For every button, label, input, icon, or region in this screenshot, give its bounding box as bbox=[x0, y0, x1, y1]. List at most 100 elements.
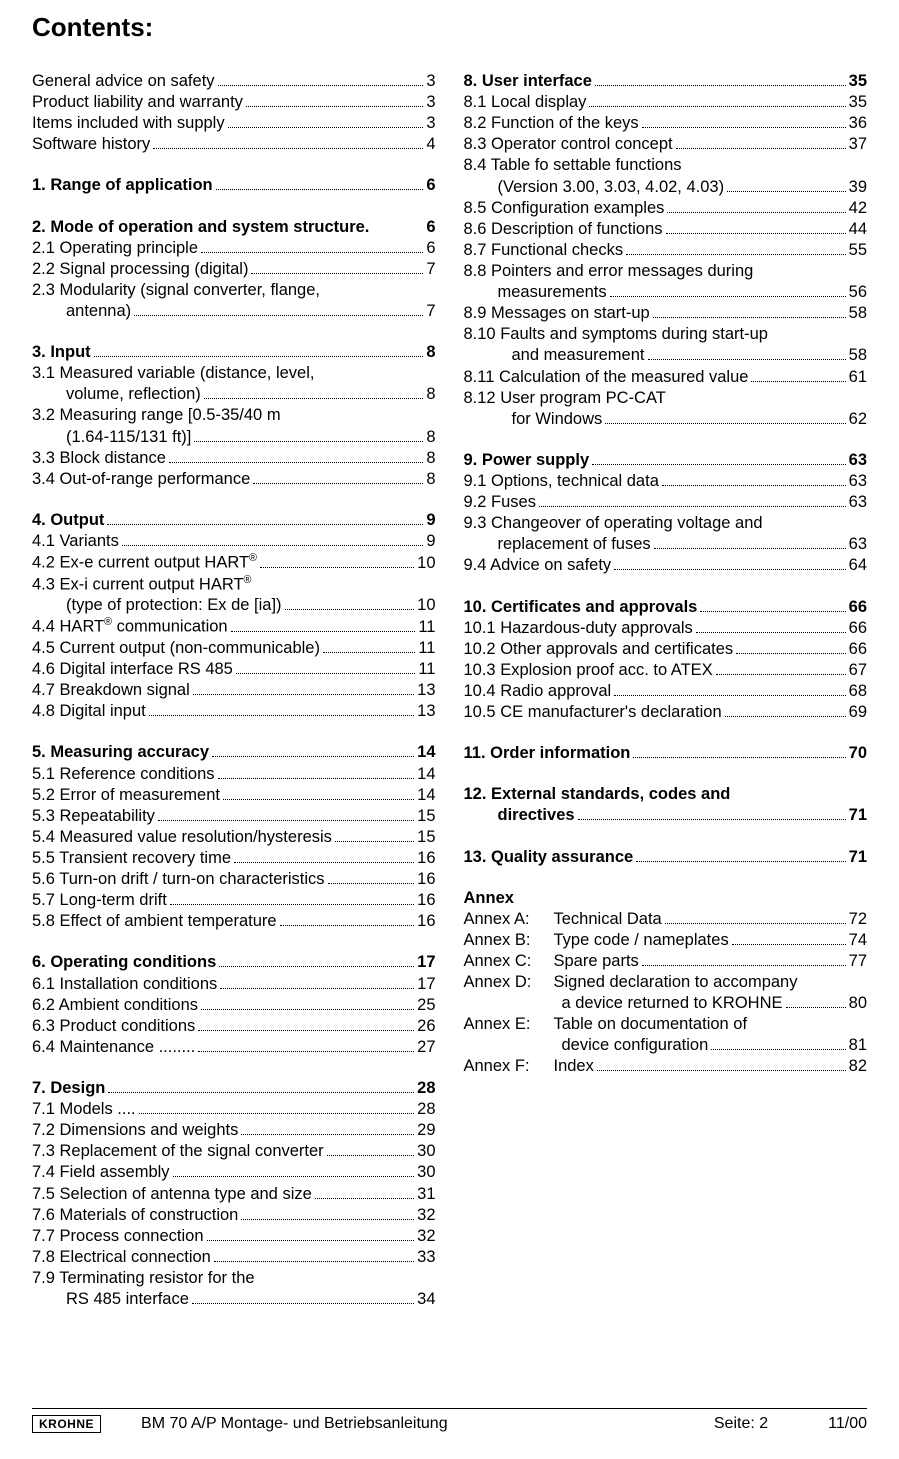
toc-entry: 8.6 Description of functions44 bbox=[464, 219, 868, 240]
toc-entry: 7.6 Materials of construction32 bbox=[32, 1205, 436, 1226]
toc-entry: 9.3 Changeover of operating voltage and bbox=[464, 513, 868, 534]
toc-entry: 10.1 Hazardous-duty approvals66 bbox=[464, 618, 868, 639]
toc-entry-page: 7 bbox=[426, 259, 435, 280]
toc-entry-page: 71 bbox=[849, 847, 867, 868]
toc-entry: 8.3 Operator control concept37 bbox=[464, 134, 868, 155]
toc-entry: 8.9 Messages on start-up58 bbox=[464, 303, 868, 324]
toc-entry: 7.1 Models ....28 bbox=[32, 1099, 436, 1120]
toc-entry-label: 5.3 Repeatability bbox=[32, 806, 155, 827]
toc-entry-page: 27 bbox=[417, 1037, 435, 1058]
toc-entry: 10.2 Other approvals and certificates66 bbox=[464, 639, 868, 660]
toc-leader-dots bbox=[216, 189, 424, 190]
toc-entry-label: 5.2 Error of measurement bbox=[32, 785, 220, 806]
toc-leader-dots bbox=[315, 1198, 414, 1199]
toc-gap bbox=[464, 764, 868, 784]
toc-entry-label: 7.5 Selection of antenna type and size bbox=[32, 1184, 312, 1205]
toc-entry-label: Software history bbox=[32, 134, 150, 155]
toc-entry-page: 3 bbox=[426, 113, 435, 134]
toc-entry-page: 32 bbox=[417, 1226, 435, 1247]
toc-entry-label: 5.1 Reference conditions bbox=[32, 764, 215, 785]
toc-entry-page: 35 bbox=[849, 71, 867, 92]
toc-leader-dots bbox=[198, 1030, 414, 1031]
toc-leader-dots bbox=[236, 673, 415, 674]
toc-entry: Product liability and warranty3 bbox=[32, 92, 436, 113]
toc-leader-dots bbox=[725, 716, 846, 717]
toc-entry-page: 14 bbox=[417, 742, 435, 763]
toc-entry-label: 7.8 Electrical connection bbox=[32, 1247, 211, 1268]
toc-entry-page: 3 bbox=[426, 92, 435, 113]
toc-leader-dots bbox=[711, 1049, 845, 1050]
toc-entry-label: 4.2 Ex-e current output HART® bbox=[32, 552, 257, 574]
toc-entry-label: 6. Operating conditions bbox=[32, 952, 216, 973]
toc-leader-dots bbox=[633, 757, 845, 758]
toc-entry-page: 25 bbox=[417, 995, 435, 1016]
toc-leader-dots bbox=[153, 148, 423, 149]
toc-leader-dots bbox=[335, 841, 414, 842]
toc-leader-dots bbox=[614, 695, 845, 696]
toc-entry: 2.1 Operating principle6 bbox=[32, 238, 436, 259]
toc-entry: 8.8 Pointers and error messages during bbox=[464, 261, 868, 282]
toc-leader-dots bbox=[654, 548, 846, 549]
toc-leader-dots bbox=[648, 359, 846, 360]
toc-entry-label: 2. Mode of operation and system structur… bbox=[32, 217, 369, 238]
toc-entry: 12. External standards, codes and bbox=[464, 784, 868, 805]
toc-entry-label: 7.6 Materials of construction bbox=[32, 1205, 238, 1226]
toc-entry-label: 5. Measuring accuracy bbox=[32, 742, 209, 763]
toc-entry-page: 10 bbox=[417, 595, 435, 616]
toc-entry: 8. User interface35 bbox=[464, 71, 868, 92]
toc-leader-dots bbox=[610, 296, 846, 297]
annex-entry: Annex F:Index82 bbox=[464, 1056, 868, 1077]
toc-leader-dots bbox=[234, 862, 414, 863]
toc-entry-label: 4.7 Breakdown signal bbox=[32, 680, 190, 701]
toc-entry: 7.3 Replacement of the signal converter3… bbox=[32, 1141, 436, 1162]
toc-entry-page: 8 bbox=[426, 342, 435, 363]
toc-entry: 2. Mode of operation and system structur… bbox=[32, 217, 436, 238]
toc-entry-label: 8.11 Calculation of the measured value bbox=[464, 367, 749, 388]
toc-entry: 5.7 Long-term drift16 bbox=[32, 890, 436, 911]
toc-gap bbox=[464, 577, 868, 597]
toc-entry-label: 9. Power supply bbox=[464, 450, 590, 471]
toc-leader-dots bbox=[653, 317, 846, 318]
toc-entry-label: directives bbox=[498, 805, 575, 826]
toc-entry: 2.2 Signal processing (digital)7 bbox=[32, 259, 436, 280]
toc-gap bbox=[32, 490, 436, 510]
toc-entry: 4.3 Ex-i current output HART® bbox=[32, 574, 436, 596]
toc-leader-dots bbox=[597, 1070, 846, 1071]
toc-entry-continuation: antenna)7 bbox=[32, 301, 436, 322]
toc-entry-label: volume, reflection) bbox=[66, 384, 201, 405]
toc-leader-dots bbox=[194, 441, 423, 442]
toc-entry-label: 9.4 Advice on safety bbox=[464, 555, 612, 576]
toc-entry-page: 37 bbox=[849, 134, 867, 155]
toc-entry-label: 4.4 HART® communication bbox=[32, 616, 228, 638]
toc-entry: 6.1 Installation conditions17 bbox=[32, 974, 436, 995]
annex-label: Table on documentation of bbox=[554, 1014, 748, 1035]
toc-entry-page: 14 bbox=[417, 785, 435, 806]
toc-leader-dots bbox=[727, 191, 846, 192]
toc-entry-page: 66 bbox=[849, 639, 867, 660]
toc-gap bbox=[32, 1058, 436, 1078]
toc-leader-dots bbox=[158, 820, 414, 821]
toc-entry: 4.6 Digital interface RS 48511 bbox=[32, 659, 436, 680]
toc-entry: 8.5 Configuration examples42 bbox=[464, 198, 868, 219]
footer-page-number: Seite: 2 bbox=[714, 1415, 768, 1433]
toc-entry-label: (1.64-115/131 ft)] bbox=[66, 427, 191, 448]
annex-entry: Annex D:Signed declaration to accompany bbox=[464, 972, 868, 993]
annex-key: Annex C: bbox=[464, 951, 554, 972]
toc-entry: 7.7 Process connection32 bbox=[32, 1226, 436, 1247]
annex-entry: Annex E:Table on documentation of bbox=[464, 1014, 868, 1035]
toc-entry: 7.5 Selection of antenna type and size31 bbox=[32, 1184, 436, 1205]
toc-columns: General advice on safety3Product liabili… bbox=[32, 71, 867, 1310]
document-page: Contents: General advice on safety3Produ… bbox=[0, 0, 899, 1459]
toc-leader-dots bbox=[212, 756, 414, 757]
toc-leader-dots bbox=[253, 483, 423, 484]
toc-entry-page: 6 bbox=[426, 238, 435, 259]
toc-entry-page: 62 bbox=[849, 409, 867, 430]
toc-entry: 4.5 Current output (non-communicable)11 bbox=[32, 638, 436, 659]
toc-entry: 9.1 Options, technical data63 bbox=[464, 471, 868, 492]
toc-entry-page: 63 bbox=[849, 492, 867, 513]
toc-entry-page: 3 bbox=[426, 71, 435, 92]
toc-entry-label: 7.2 Dimensions and weights bbox=[32, 1120, 238, 1141]
toc-heading: Annex bbox=[464, 888, 868, 909]
toc-entry: 13. Quality assurance71 bbox=[464, 847, 868, 868]
toc-entry: 1. Range of application6 bbox=[32, 175, 436, 196]
